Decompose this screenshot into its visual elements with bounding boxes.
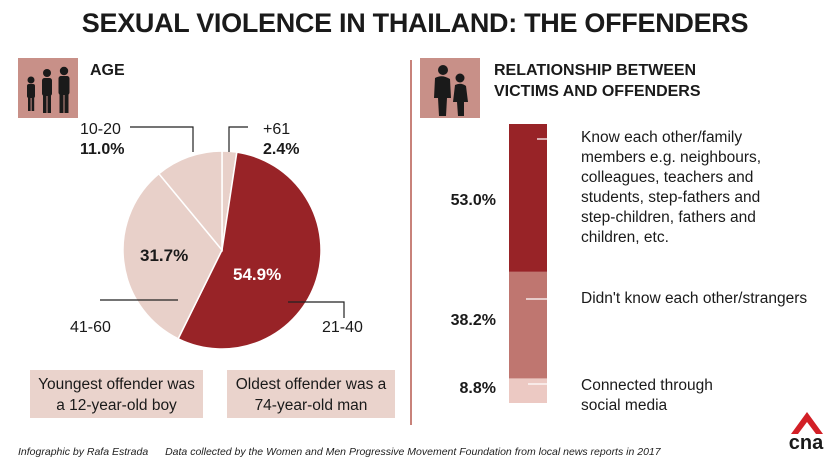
bar-segment-social <box>509 378 547 403</box>
pie-range-10-20: 10-20 <box>80 121 121 138</box>
bar-pct-social: 8.8% <box>459 380 496 397</box>
page-title: SEXUAL VIOLENCE IN THAILAND: THE OFFENDE… <box>81 8 749 38</box>
footer-source: Data collected by the Women and Men Prog… <box>165 446 661 458</box>
bar-label-strangers: Didn't know each other/strangers <box>581 290 808 307</box>
couple-silhouette-icon <box>420 58 480 118</box>
bar-segment-strangers <box>509 271 547 379</box>
footer: Infographic by Rafa Estrada Data collect… <box>18 446 675 458</box>
pie-label-61: +61 2.4% <box>263 120 299 160</box>
leader-line-61 <box>228 126 248 152</box>
pie-label-10-20: 10-20 11.0% <box>80 120 124 160</box>
pie-range-61: +61 <box>263 121 291 138</box>
pie-pct-21-40: 54.9% <box>233 265 282 284</box>
leader-line-10-20 <box>130 126 194 152</box>
pie-slice-21-40 <box>177 151 322 350</box>
pie-slice-10-20 <box>157 150 223 253</box>
oldest-offender-note: Oldest offender was a 74-year-old man <box>227 370 395 418</box>
bar-pct-known: 53.0% <box>450 192 496 209</box>
cna-logo-text: cna <box>788 432 824 454</box>
bar-pct-strangers: 38.2% <box>450 312 496 329</box>
pie-range-41-60: 41-60 <box>70 319 111 336</box>
age-pie-chart <box>100 126 345 350</box>
family-silhouette-icon <box>18 58 78 118</box>
footer-credit: Infographic by Rafa Estrada <box>18 446 149 458</box>
relationship-title-line2: VICTIMS AND OFFENDERS <box>494 83 701 100</box>
youngest-offender-note: Youngest offender was a 12-year-old boy <box>30 370 203 418</box>
age-section-title: AGE <box>90 62 125 79</box>
relationship-section-title: RELATIONSHIP BETWEEN VICTIMS AND OFFENDE… <box>494 60 701 102</box>
pie-pct-61: 2.4% <box>263 141 300 158</box>
pie-range-21-40: 21-40 <box>322 319 363 336</box>
pie-pct-41-60: 31.7% <box>140 246 189 265</box>
bar-label-social: Connected through social media <box>581 377 713 414</box>
bar-segment-known <box>509 124 547 272</box>
cna-logo-mark-icon <box>791 412 823 434</box>
pie-pct-10-20: 11.0% <box>80 141 125 158</box>
section-divider <box>410 60 412 425</box>
relationship-title-line1: RELATIONSHIP BETWEEN <box>494 62 697 79</box>
pie-slice-41-60 <box>122 172 223 340</box>
leader-line-21-40 <box>288 301 345 318</box>
bar-label-known: Know each other/family members e.g. neig… <box>581 129 762 246</box>
